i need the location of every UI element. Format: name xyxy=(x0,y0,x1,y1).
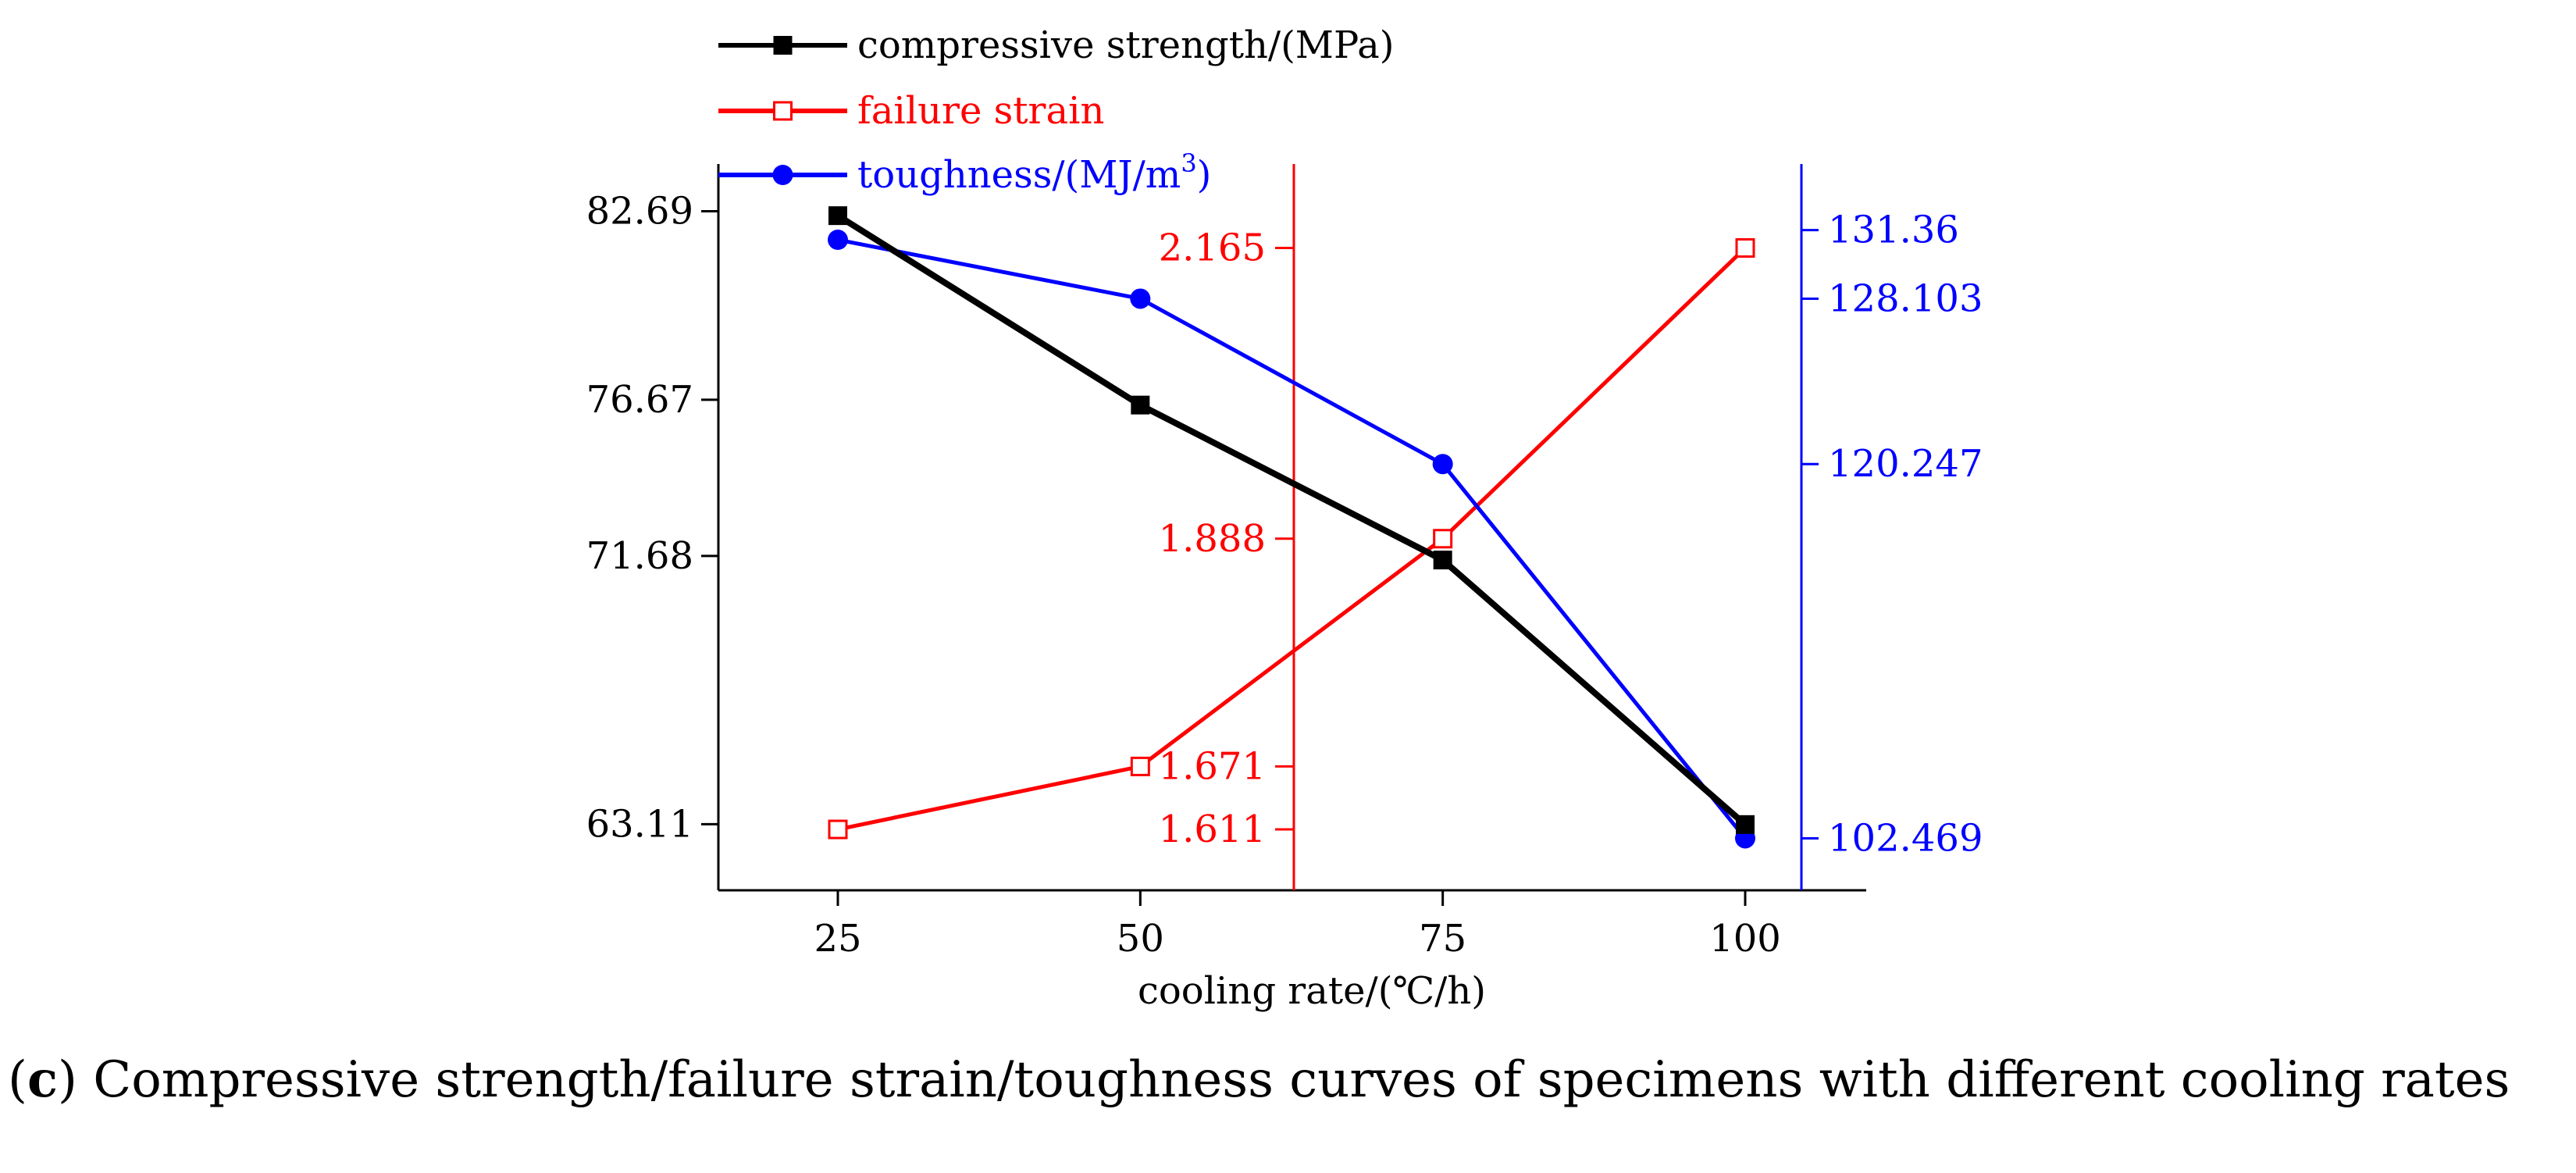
x-tick-label-3: 100 xyxy=(1709,917,1781,961)
right-tick-label-2: 120.247 xyxy=(1828,442,1983,486)
left-tick-label-1: 76.67 xyxy=(586,378,693,422)
caption-text: ) Compressive strength/failure strain/to… xyxy=(57,1051,2510,1109)
x-tick-label-1: 50 xyxy=(1117,917,1164,961)
x-tick-label-2: 75 xyxy=(1419,917,1466,961)
legend-marker-1 xyxy=(773,101,793,121)
middle-tick-label-2: 1.671 xyxy=(1159,744,1266,788)
series-2-point-2 xyxy=(1432,454,1453,475)
caption-letter: c xyxy=(27,1050,58,1109)
series-1-point-2 xyxy=(1433,529,1453,549)
middle-tick-label-0: 2.165 xyxy=(1159,226,1266,270)
series-line-0 xyxy=(836,212,1748,827)
right-tick-label-0: 131.36 xyxy=(1828,209,1959,252)
figure-caption: (c) Compressive strength/failure strain/… xyxy=(8,1050,2569,1109)
series-2-point-0 xyxy=(828,230,848,251)
series-1-point-1 xyxy=(1130,756,1150,776)
legend-label-1: failure strain xyxy=(857,89,1104,133)
left-tick-label-0: 82.69 xyxy=(586,190,693,234)
legend-label-0: compressive strength/(MPa) xyxy=(857,23,1394,67)
series-0-point-1 xyxy=(1131,395,1150,415)
middle-tick-label-1: 1.888 xyxy=(1159,517,1266,561)
x-tick-label-0: 25 xyxy=(814,917,861,961)
caption-open: ( xyxy=(8,1051,27,1109)
right-tick-label-1: 128.103 xyxy=(1828,276,1983,320)
legend-label-2: toughness/(MJ/m3) xyxy=(857,148,1211,197)
series-line-1 xyxy=(837,246,1747,832)
x-axis-title: cooling rate/(℃/h) xyxy=(1138,969,1486,1013)
series-1-point-3 xyxy=(1735,238,1755,258)
series-1-point-0 xyxy=(828,819,848,840)
chart-svg: 82.69 76.67 71.68 63.11 25 50 75 100 cooling rat… xyxy=(586,23,1983,1013)
series-2-point-1 xyxy=(1130,288,1151,309)
series-0-point-0 xyxy=(828,206,847,226)
right-tick-label-3: 102.469 xyxy=(1828,816,1983,860)
series-0-point-3 xyxy=(1736,815,1755,834)
left-tick-label-3: 63.11 xyxy=(586,802,693,846)
left-tick-label-2: 71.68 xyxy=(586,534,693,578)
legend-marker-0 xyxy=(773,36,793,55)
legend-marker-2 xyxy=(772,165,793,185)
series-line-2 xyxy=(837,237,1747,840)
series-0-point-2 xyxy=(1433,551,1452,570)
middle-tick-label-3: 1.611 xyxy=(1159,808,1266,851)
